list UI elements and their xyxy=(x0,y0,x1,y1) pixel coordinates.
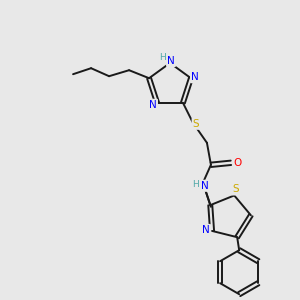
Text: N: N xyxy=(191,72,199,82)
Text: N: N xyxy=(202,225,210,235)
Text: N: N xyxy=(201,181,209,191)
Text: H: H xyxy=(193,180,199,189)
Text: S: S xyxy=(232,184,238,194)
Text: S: S xyxy=(193,119,199,129)
Text: N: N xyxy=(149,100,157,110)
Text: H: H xyxy=(160,53,167,62)
Text: O: O xyxy=(234,158,242,168)
Text: N: N xyxy=(167,56,175,66)
